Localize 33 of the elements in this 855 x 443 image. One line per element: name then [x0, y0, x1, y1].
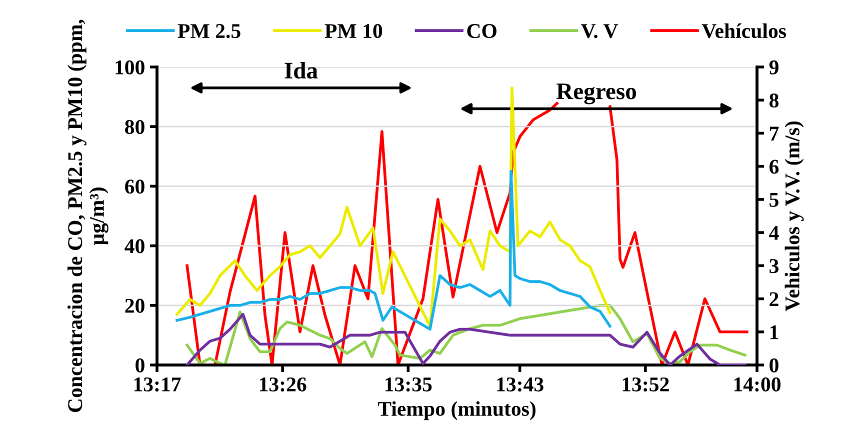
legend-label: PM 2.5: [178, 24, 240, 38]
annotation: Regreso: [556, 84, 636, 104]
y-tick-label: 40: [124, 239, 144, 254]
legend-label: PM 10: [324, 24, 382, 38]
legend-label: V. V: [581, 24, 618, 38]
line-series: [176, 170, 612, 331]
x-tick-label: 13:35: [386, 377, 432, 392]
y-tick-label: 80: [125, 120, 144, 134]
x-axis-title: Tiempo (minutos): [378, 401, 536, 420]
legend-label: Vehículos: [702, 23, 786, 38]
y2-tick-label: 5: [770, 193, 778, 207]
y2-axis-title: Vehiculos y V.V. (m/s): [784, 121, 804, 312]
y2-tick-label: 0: [770, 358, 778, 372]
y-tick-label: 20: [125, 298, 144, 313]
y2-tick-label: 4: [769, 226, 779, 240]
y2-tick-label: 7: [770, 126, 779, 140]
y2-tick-label: 2: [770, 292, 778, 306]
x-tick-label: 13:52: [622, 377, 669, 392]
y-axis-title: Concentracion de CO, PM2.5 y PM10 (ppm, µg/m³): [67, 20, 108, 412]
annotation: Ida: [284, 62, 318, 79]
y2-tick-label: 6: [770, 160, 779, 174]
legend-label: CO: [467, 24, 496, 38]
x-tick-label: 13:17: [134, 377, 181, 392]
x-tick-label: 13:43: [497, 377, 544, 392]
y2-tick-label: 8: [770, 93, 779, 108]
y2-tick-label: 3: [770, 259, 779, 274]
y-tick-label: 100: [116, 60, 144, 74]
y-tick-label: 0: [136, 358, 144, 372]
y2-tick-label: 1: [770, 325, 778, 340]
y-tick-label: 60: [125, 180, 144, 194]
x-tick-label: 14:00: [734, 377, 781, 392]
x-tick-label: 13:26: [260, 377, 306, 392]
y2-tick-label: 9: [769, 60, 778, 74]
